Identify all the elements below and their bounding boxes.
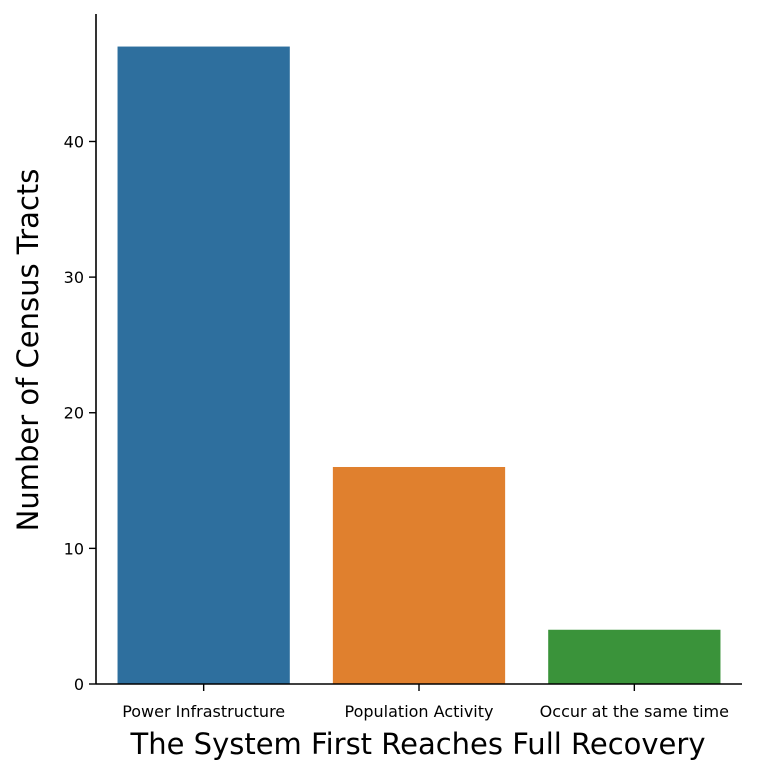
y-tick-label-3: 30 [64, 268, 84, 287]
bars-group [117, 46, 721, 685]
y-tick-label-2: 20 [64, 404, 84, 423]
y-tick-label-0: 0 [74, 675, 84, 694]
y-tick-label-4: 40 [64, 132, 84, 151]
bar-0 [117, 46, 290, 685]
x-tick-label-2: Occur at the same time [540, 702, 729, 721]
y-axis-ticks: 0 10 20 30 40 [64, 132, 96, 694]
x-tick-label-1: Population Activity [345, 702, 494, 721]
x-axis-title: The System First Reaches Full Recovery [130, 727, 706, 761]
y-axis-title: Number of Census Tracts [11, 169, 45, 532]
bar-1 [332, 466, 506, 684]
bar-2 [548, 629, 721, 684]
x-axis-ticks: Power Infrastructure Population Activity O… [122, 684, 729, 721]
x-tick-label-0: Power Infrastructure [122, 702, 285, 721]
y-tick-label-1: 10 [64, 539, 84, 558]
